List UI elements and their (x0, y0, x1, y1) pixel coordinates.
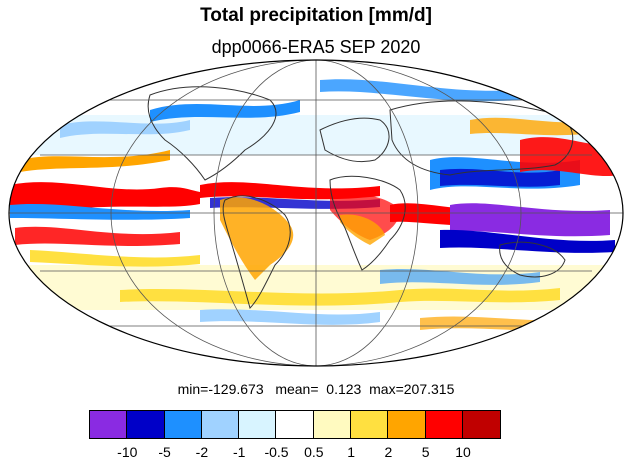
meridian-120 (110, 60, 522, 366)
min-label: min= (177, 381, 209, 397)
north-atlantic-blue (150, 100, 300, 122)
colorbar-tick-label: -5 (158, 444, 171, 460)
colorbar-cell (127, 411, 165, 438)
east-pacific-red (10, 182, 200, 211)
map-title: Total precipitation [mm/d] (200, 5, 432, 26)
west-pacific-darkblue (440, 229, 615, 253)
map-border (8, 59, 624, 367)
map-subtitle: dpp0066-ERA5 SEP 2020 (211, 37, 421, 57)
pacific-blue (10, 203, 190, 220)
colorbar-tick-label: 5 (421, 444, 430, 460)
arctic-blue (320, 79, 520, 102)
colorbar-cell (90, 411, 128, 438)
colorbar-cell (313, 411, 352, 438)
east-asia-orange (470, 117, 600, 136)
colorbar-cell (239, 411, 277, 438)
africa-orange (340, 214, 385, 245)
pacific-orange (20, 150, 170, 172)
colorbar-tick-label: 0.5 (304, 444, 324, 460)
south-america-outline (222, 195, 291, 309)
map-field (9, 60, 623, 366)
southern-ocean-blue (200, 309, 380, 325)
colorbar-tick-label: 1 (347, 444, 355, 460)
colorbar-tick-label: -1 (232, 444, 246, 460)
colorbar-cell (201, 411, 240, 438)
min-value: -129.673 (208, 381, 264, 397)
maritime-continent-purple (450, 203, 610, 237)
colorbar-cell (276, 411, 314, 438)
mean-label: mean= (275, 381, 319, 397)
europe-outline (319, 117, 390, 163)
colorbar-cell (425, 411, 463, 438)
southern-ocean-yellow (120, 288, 560, 306)
colorbar-tick-label: 10 (455, 444, 471, 460)
south-america-orange (220, 197, 294, 280)
south-pacific-yellow (30, 250, 200, 267)
colorbar-tick-label: -0.5 (264, 444, 289, 460)
colorbar-cell (164, 411, 202, 438)
colorbar-cell (462, 411, 501, 438)
north-america-outline (147, 86, 277, 181)
colorbar-tick-label: 2 (384, 444, 393, 460)
australia-outline (499, 241, 566, 278)
africa-outline (329, 175, 406, 271)
asia-monsoon-darkblue (440, 168, 560, 187)
colorbar-cell (351, 411, 389, 438)
meridian-60 (213, 60, 419, 366)
graticule (9, 60, 623, 366)
asia-outline (389, 100, 574, 176)
max-value: 207.315 (403, 381, 455, 397)
coastlines (147, 86, 574, 309)
stats-line: min=-129.673 mean= 0.123 max=207.315 (0, 381, 632, 397)
west-pacific-red (520, 137, 620, 177)
central-africa-red (330, 193, 400, 240)
colorbar-tick-label: -2 (195, 444, 209, 460)
colorbar (89, 410, 502, 439)
max-label: max= (369, 381, 404, 397)
north-pacific-blue (60, 120, 190, 138)
spcz-red (15, 226, 180, 246)
colorbar-tick-label: -10 (117, 444, 138, 460)
mean-value: 0.123 (326, 381, 362, 397)
colorbar-cell (388, 411, 426, 438)
